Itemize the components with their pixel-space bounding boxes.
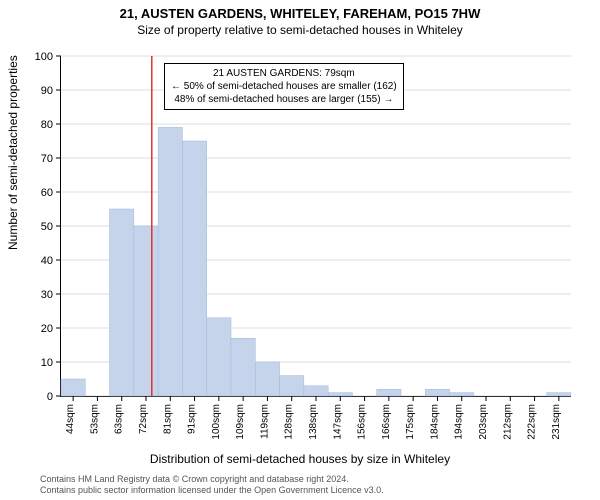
svg-text:91sqm: 91sqm (187, 404, 198, 434)
x-axis-label: Distribution of semi-detached houses by … (0, 452, 600, 466)
svg-text:231sqm: 231sqm (551, 404, 562, 440)
annotation-line-1: 21 AUSTEN GARDENS: 79sqm (171, 67, 397, 80)
svg-text:222sqm: 222sqm (527, 404, 538, 440)
svg-text:100: 100 (35, 51, 53, 63)
svg-text:53sqm: 53sqm (89, 404, 100, 434)
footer-line-2: Contains public sector information licen… (40, 485, 600, 496)
svg-text:212sqm: 212sqm (502, 404, 513, 440)
annotation-line-3: 48% of semi-detached houses are larger (… (171, 93, 397, 106)
svg-text:50: 50 (41, 221, 53, 233)
svg-text:147sqm: 147sqm (332, 404, 343, 440)
svg-text:70: 70 (41, 153, 53, 165)
svg-text:119sqm: 119sqm (259, 404, 270, 439)
svg-text:203sqm: 203sqm (478, 404, 489, 440)
chart-subtitle: Size of property relative to semi-detach… (0, 21, 600, 37)
svg-text:0: 0 (47, 391, 53, 403)
chart-title: 21, AUSTEN GARDENS, WHITELEY, FAREHAM, P… (0, 0, 600, 21)
svg-text:156sqm: 156sqm (357, 404, 368, 440)
svg-text:63sqm: 63sqm (114, 404, 125, 434)
footer-line-1: Contains HM Land Registry data © Crown c… (40, 474, 600, 485)
svg-text:109sqm: 109sqm (235, 404, 246, 440)
y-axis-label: Number of semi-detached properties (6, 55, 20, 250)
svg-text:10: 10 (41, 357, 53, 369)
svg-text:80: 80 (41, 119, 53, 131)
svg-text:44sqm: 44sqm (65, 404, 76, 434)
svg-text:20: 20 (41, 323, 53, 335)
svg-text:100sqm: 100sqm (211, 404, 222, 440)
svg-text:60: 60 (41, 187, 53, 199)
svg-text:175sqm: 175sqm (405, 404, 416, 440)
svg-text:90: 90 (41, 85, 53, 97)
svg-text:72sqm: 72sqm (138, 404, 149, 434)
svg-text:138sqm: 138sqm (308, 404, 319, 440)
svg-text:30: 30 (41, 289, 53, 301)
svg-text:128sqm: 128sqm (284, 404, 295, 440)
annotation-line-2: ← 50% of semi-detached houses are smalle… (171, 80, 397, 93)
plot-area: 010203040506070809010044sqm53sqm63sqm72s… (60, 56, 571, 397)
svg-text:194sqm: 194sqm (454, 404, 465, 440)
svg-text:166sqm: 166sqm (381, 404, 392, 440)
annotation-box: 21 AUSTEN GARDENS: 79sqm ← 50% of semi-d… (164, 63, 404, 110)
footer-attribution: Contains HM Land Registry data © Crown c… (0, 474, 600, 496)
svg-text:40: 40 (41, 255, 53, 267)
svg-text:184sqm: 184sqm (429, 404, 440, 440)
svg-text:81sqm: 81sqm (162, 404, 173, 434)
